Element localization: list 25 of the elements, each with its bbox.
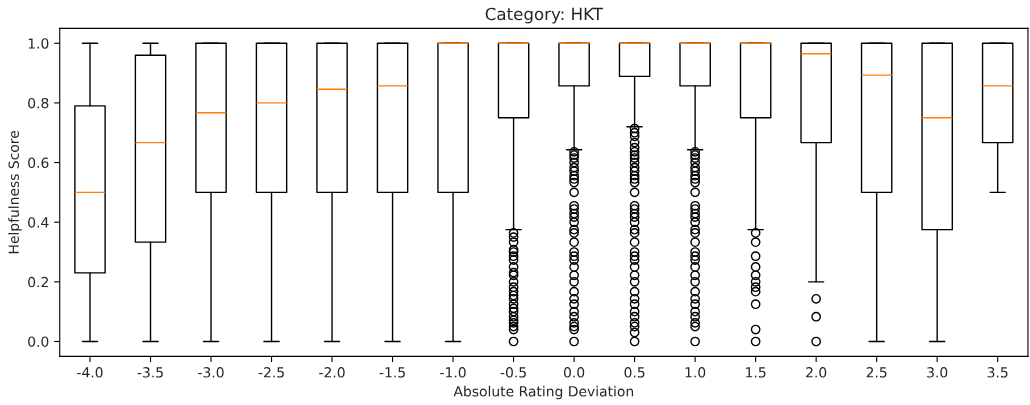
y-tick-label: 1.0 — [28, 38, 49, 49]
x-axis-title: Absolute Rating Deviation — [453, 385, 634, 400]
y-tick-label: 0.2 — [28, 276, 48, 288]
x-tick-label: -2.0 — [319, 367, 345, 378]
x-tick-label: 1.0 — [685, 367, 706, 378]
y-tick-label: 0.6 — [28, 157, 49, 169]
x-tick-label: -3.5 — [137, 367, 163, 378]
y-tick-label: 0.8 — [28, 97, 49, 109]
x-tick-label: 2.0 — [806, 367, 827, 378]
x-tick-label: 1.5 — [746, 367, 766, 378]
x-tick-label: -1.5 — [379, 367, 405, 378]
x-tick-label: 2.5 — [866, 367, 887, 378]
x-tick-label: 0.5 — [624, 367, 645, 378]
chart-title: Category: HKT — [485, 7, 603, 24]
x-tick-label: -0.5 — [500, 367, 526, 378]
x-tick-label: -3.0 — [198, 367, 224, 378]
y-tick-label: 0.0 — [28, 336, 49, 347]
x-tick-label: 3.0 — [927, 367, 948, 378]
x-tick-label: -1.0 — [440, 367, 466, 378]
x-tick-label: 0.0 — [563, 367, 585, 378]
x-tick-label: 3.5 — [987, 367, 1008, 378]
x-tick-label: -2.5 — [258, 367, 284, 378]
x-tick-label: -4.0 — [77, 367, 103, 378]
y-axis-title: Helpfulness Score — [8, 130, 22, 254]
y-tick-label: 0.4 — [28, 217, 49, 228]
